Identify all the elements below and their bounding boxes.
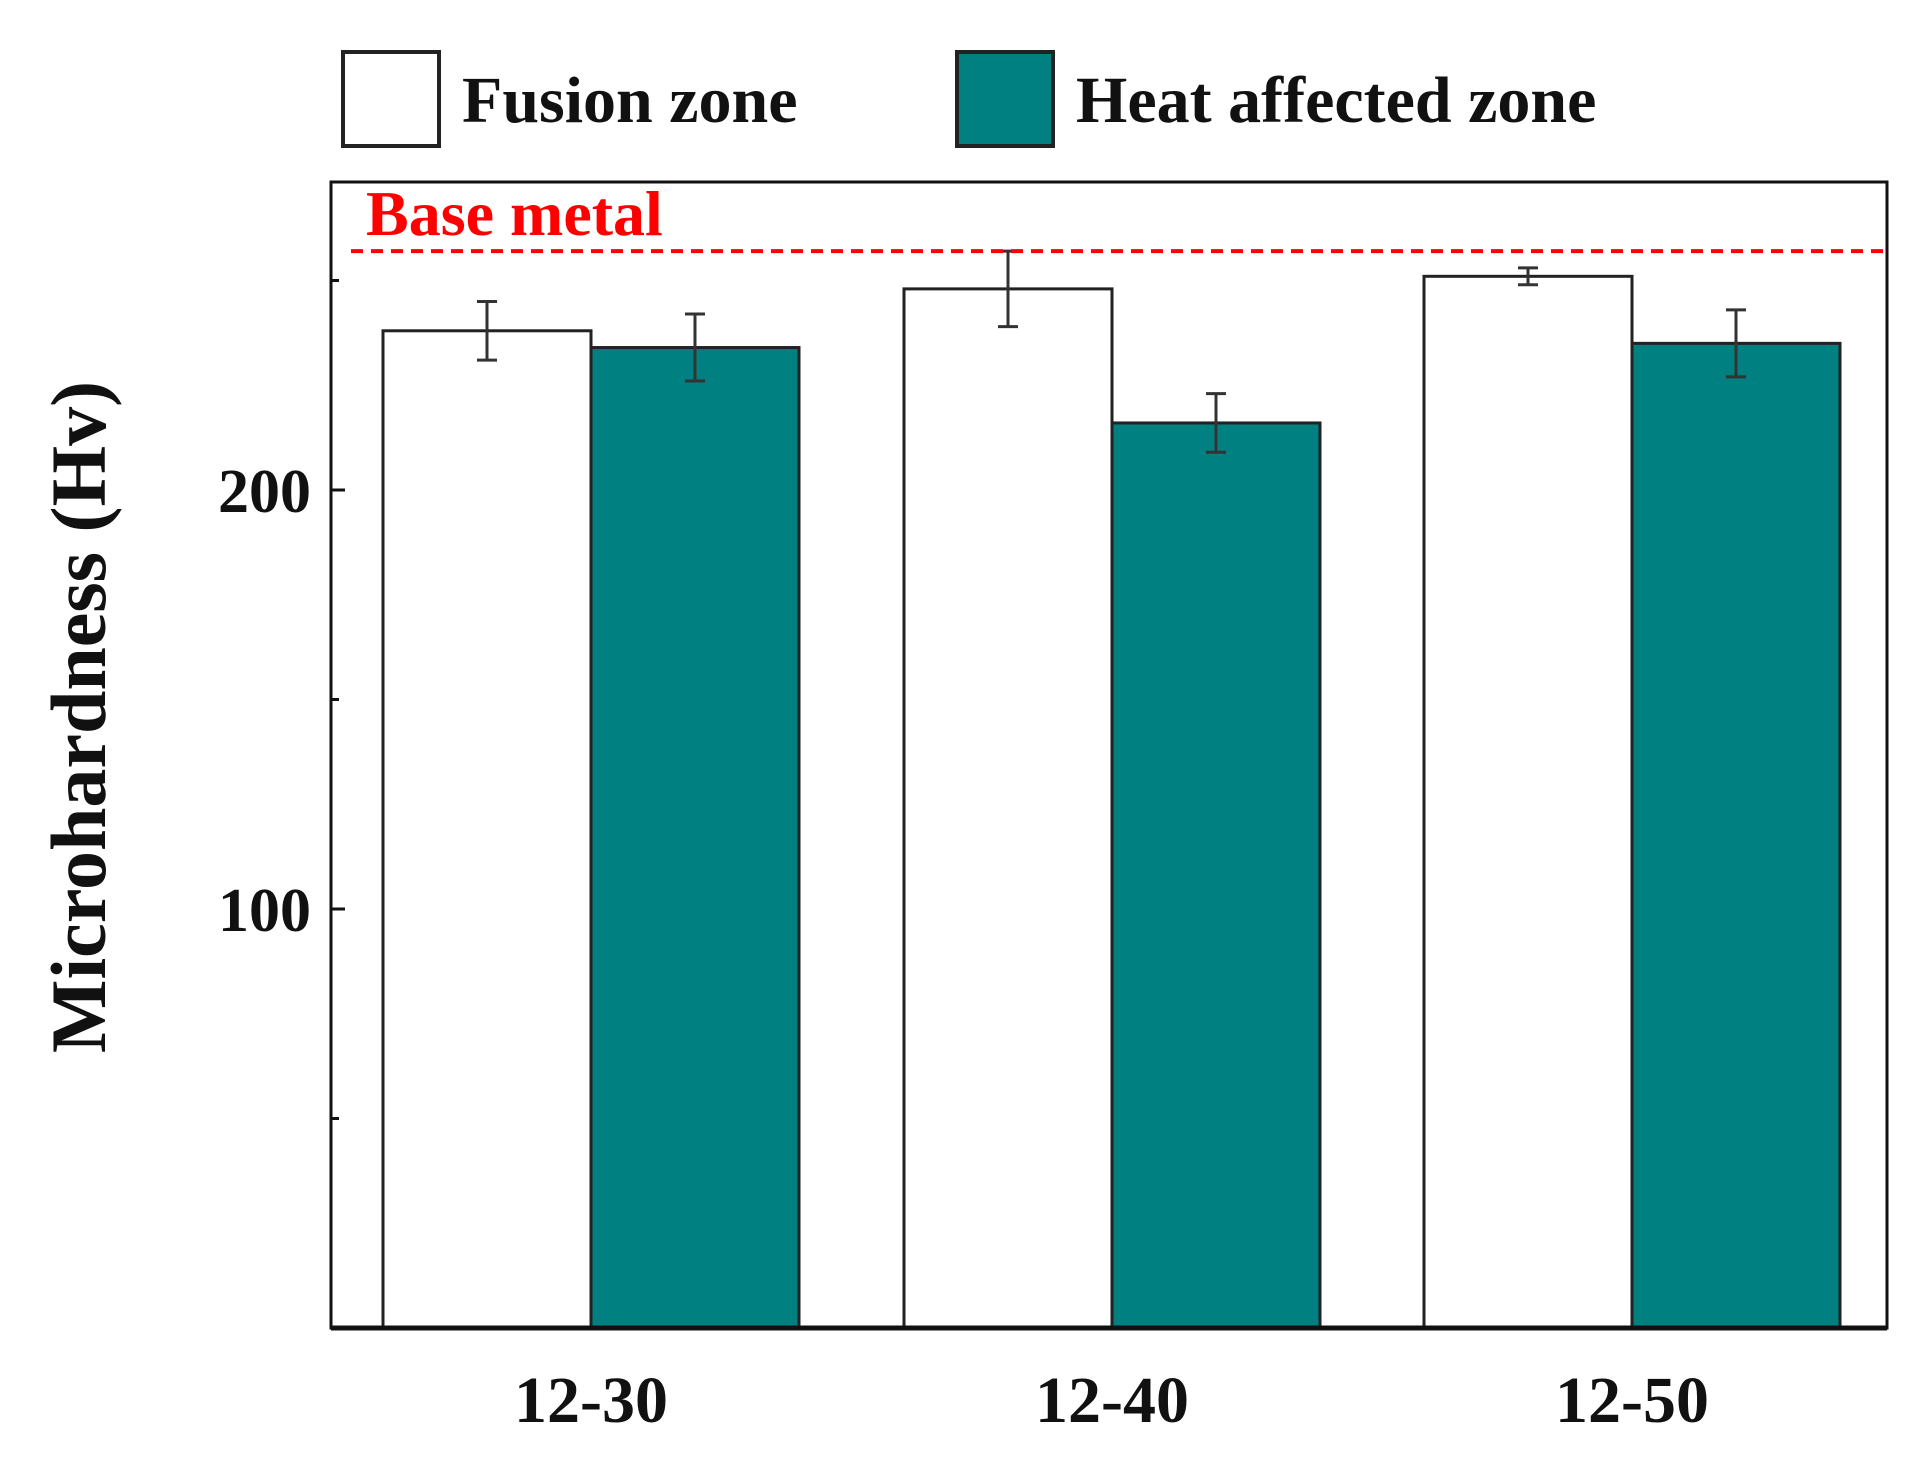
legend-swatch-fusion-zone (341, 50, 441, 148)
legend: Fusion zone Heat affected zone (341, 50, 1596, 148)
x-tick-label-12-40: 12-40 (1035, 1364, 1189, 1437)
reference-line-label: Base metal (366, 178, 663, 249)
y-tick-label-200: 200 (218, 458, 311, 526)
error-bar-fusion-zone-12-30 (477, 299, 497, 362)
reference-line-group: Base metal (351, 178, 1887, 254)
bar-heat-affected-zone-12-30 (589, 346, 801, 1330)
bar-fusion-zone-12-30 (381, 329, 593, 1330)
error-bar-heat-affected-zone-12-30 (685, 312, 705, 383)
error-bar-heat-affected-zone-12-50 (1726, 308, 1746, 379)
x-tick-label-12-30: 12-30 (514, 1364, 668, 1437)
x-tick-label-12-50: 12-50 (1555, 1364, 1709, 1437)
x-axis-tick-labels: 12-30 12-40 12-50 (514, 1364, 1709, 1437)
y-axis-ticks: 100 200 (218, 279, 345, 1120)
error-bars-group (477, 249, 1746, 454)
bar-heat-affected-zone-12-50 (1630, 341, 1842, 1330)
error-bar-fusion-zone-12-50 (1518, 266, 1538, 287)
bar-heat-affected-zone-12-40 (1110, 421, 1322, 1330)
legend-label-fusion-zone: Fusion zone (462, 64, 798, 137)
error-bar-heat-affected-zone-12-40 (1206, 392, 1226, 454)
y-axis-label: Microhardness (Hv) (35, 381, 122, 1053)
y-tick-label-100: 100 (218, 877, 311, 945)
legend-label-heat-affected-zone: Heat affected zone (1076, 64, 1596, 137)
legend-swatch-heat-affected-zone (955, 50, 1055, 148)
bars-group (381, 274, 1842, 1330)
bar-fusion-zone-12-40 (902, 287, 1114, 1330)
bar-fusion-zone-12-50 (1422, 274, 1634, 1330)
